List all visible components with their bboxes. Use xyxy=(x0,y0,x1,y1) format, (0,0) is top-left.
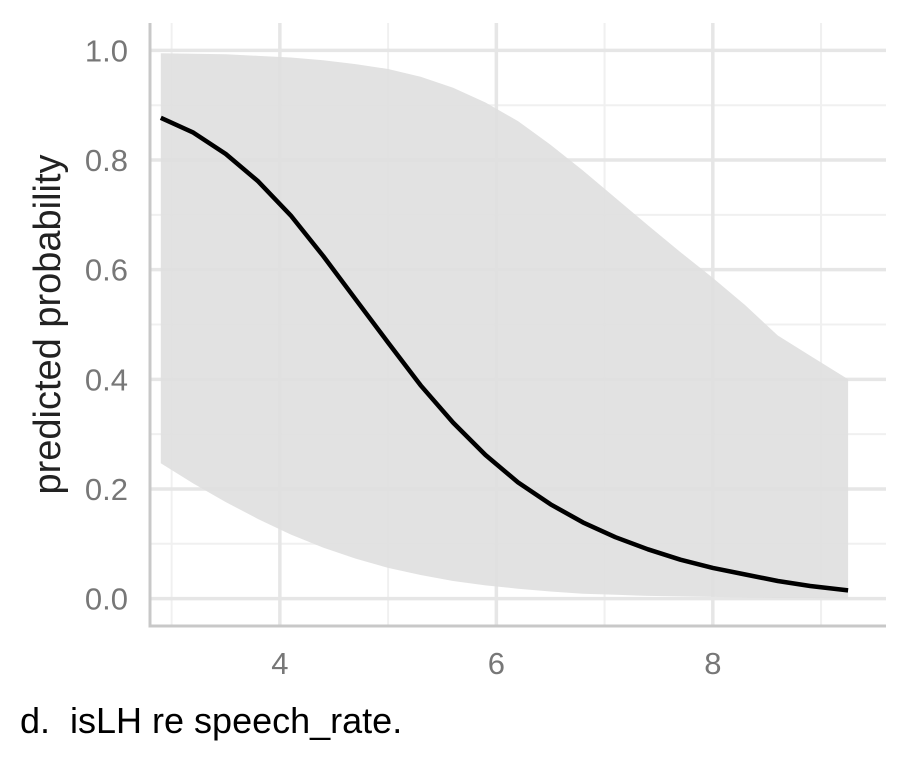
series-line xyxy=(159,115,849,593)
y-tick-label: 0.2 xyxy=(85,472,128,507)
chart: 0.0 0.2 0.4 0.6 0.8 1.0 4 6 8 predicted probabil… xyxy=(27,23,886,681)
axes xyxy=(148,23,886,628)
x-tick-label: 4 xyxy=(271,646,288,681)
line-layer xyxy=(159,115,849,593)
tick-labels: 0.0 0.2 0.4 0.6 0.8 1.0 4 6 8 xyxy=(85,33,722,681)
figure-caption: d. isLH re speech_rate. xyxy=(20,700,403,741)
x-tick-label: 6 xyxy=(488,646,505,681)
confidence-ribbon xyxy=(160,53,849,599)
y-tick-label: 0.8 xyxy=(85,143,128,178)
y-tick-label: 0.0 xyxy=(85,582,128,617)
confidence-ribbon-layer xyxy=(160,53,849,599)
x-tick-label: 8 xyxy=(704,646,721,681)
y-axis-title: predicted probability xyxy=(27,154,69,494)
y-tick-label: 1.0 xyxy=(85,33,128,68)
y-tick-label: 0.4 xyxy=(85,362,128,397)
y-tick-label: 0.6 xyxy=(85,253,128,288)
